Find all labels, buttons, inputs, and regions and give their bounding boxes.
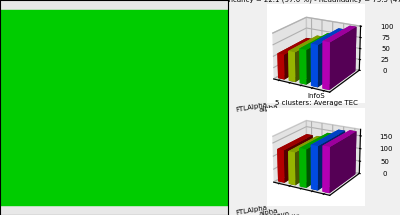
- Title: Infos
Distance = 520.0(0.0) = 192.1
Reduncancy = 22.1 (97.0 %) - Redundancy = 75: Infos Distance = 520.0(0.0) = 192.1 Redu…: [212, 0, 400, 3]
- Title: InfoS
5 clusters: Average TEC: InfoS 5 clusters: Average TEC: [274, 93, 358, 106]
